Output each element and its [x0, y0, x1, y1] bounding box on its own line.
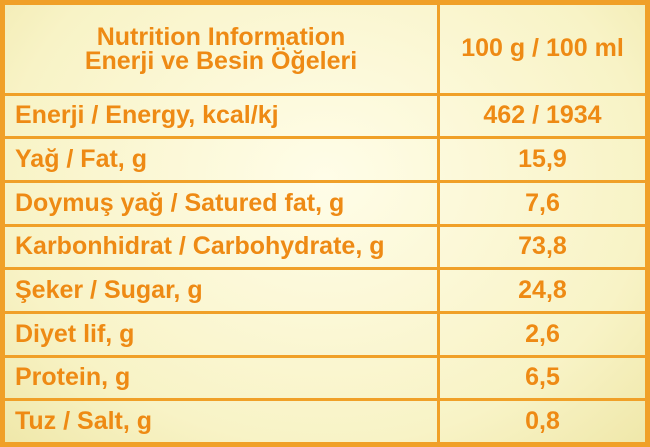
- row-label: Protein, g: [2, 354, 440, 402]
- table-row: Doymuş yağ / Satured fat, g 7,6: [2, 179, 648, 227]
- row-value: 6,5: [437, 354, 648, 402]
- header-per-unit: 100 g / 100 ml: [437, 2, 648, 96]
- table-row: Tuz / Salt, g 0,8: [2, 398, 648, 445]
- table-header-row: Nutrition Information Enerji ve Besin Öğ…: [2, 2, 648, 96]
- header-title-line1: Nutrition Information: [96, 22, 346, 51]
- row-value: 7,6: [437, 179, 648, 227]
- row-label: Tuz / Salt, g: [2, 398, 440, 445]
- row-label: Şeker / Sugar, g: [2, 267, 440, 314]
- table-row: Yağ / Fat, g 15,9: [2, 136, 648, 183]
- row-label: Yağ / Fat, g: [2, 136, 440, 183]
- table-row: Enerji / Energy, kcal/kj 462 / 1934: [2, 92, 648, 140]
- row-value: 15,9: [437, 136, 648, 183]
- row-label: Karbonhidrat / Carbohydrate, g: [2, 223, 440, 271]
- row-value: 2,6: [437, 310, 648, 358]
- table-row: Protein, g 6,5: [2, 354, 648, 402]
- row-value: 462 / 1934: [437, 92, 648, 140]
- row-value: 24,8: [437, 267, 648, 314]
- row-label: Diyet lif, g: [2, 310, 440, 358]
- table-row: Diyet lif, g 2,6: [2, 310, 648, 358]
- row-label: Doymuş yağ / Satured fat, g: [2, 179, 440, 227]
- header-title-line2: Enerji ve Besin Öğeleri: [84, 46, 358, 75]
- table-row: Şeker / Sugar, g 24,8: [2, 267, 648, 314]
- header-title-cell: Nutrition Information Enerji ve Besin Öğ…: [2, 2, 440, 96]
- row-value: 73,8: [437, 223, 648, 271]
- row-value: 0,8: [437, 398, 648, 445]
- row-label: Enerji / Energy, kcal/kj: [2, 92, 440, 140]
- table-row: Karbonhidrat / Carbohydrate, g 73,8: [2, 223, 648, 271]
